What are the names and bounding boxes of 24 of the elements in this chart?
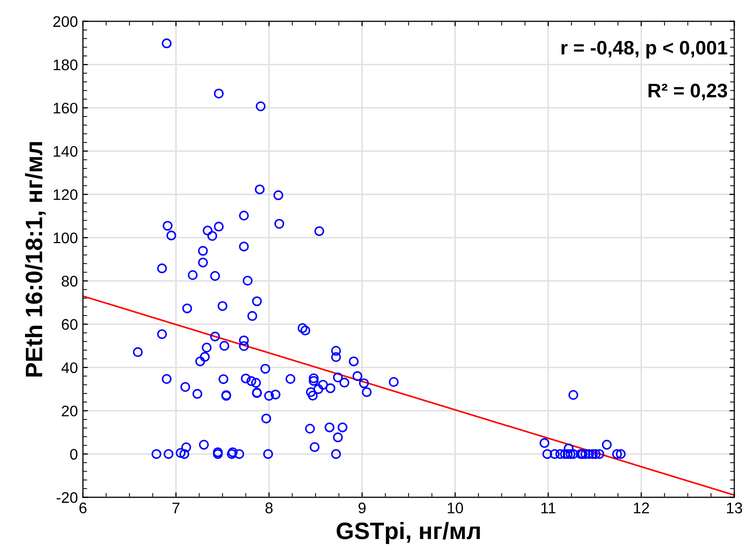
x-tick-label: 12 [634,502,649,514]
y-tick-label: -20 [56,492,78,503]
y-tick-label: 160 [54,102,78,114]
x-tick-label: 8 [265,502,273,514]
y-tick-label: 180 [54,59,78,70]
annotation: R² = 0,23 [648,84,728,100]
y-axis-title: PEth 16:0/18:1, нг/мл [25,142,46,377]
y-tick-label: 140 [54,146,78,157]
x-tick-label: 9 [358,502,366,514]
x-tick-label: 7 [172,502,180,514]
y-tick-label: 100 [54,232,78,244]
y-tick-label: 200 [53,16,78,27]
y-tick-label: 40 [61,362,78,374]
y-tick-label: 120 [54,189,78,200]
x-tick-label: 10 [448,502,464,514]
x-axis-title: GSTpi, нг/мл [336,522,480,544]
x-tick-label: 11 [541,502,556,514]
x-tick-label: 6 [79,502,86,514]
annotation: r = -0,48, p < 0,001 [562,40,728,58]
y-tick-label: 20 [62,406,78,416]
y-tick-label: 0 [70,448,78,460]
y-tick-label: 80 [62,276,78,287]
y-tick-label: 60 [62,319,78,330]
x-tick-label: 13 [726,502,742,514]
